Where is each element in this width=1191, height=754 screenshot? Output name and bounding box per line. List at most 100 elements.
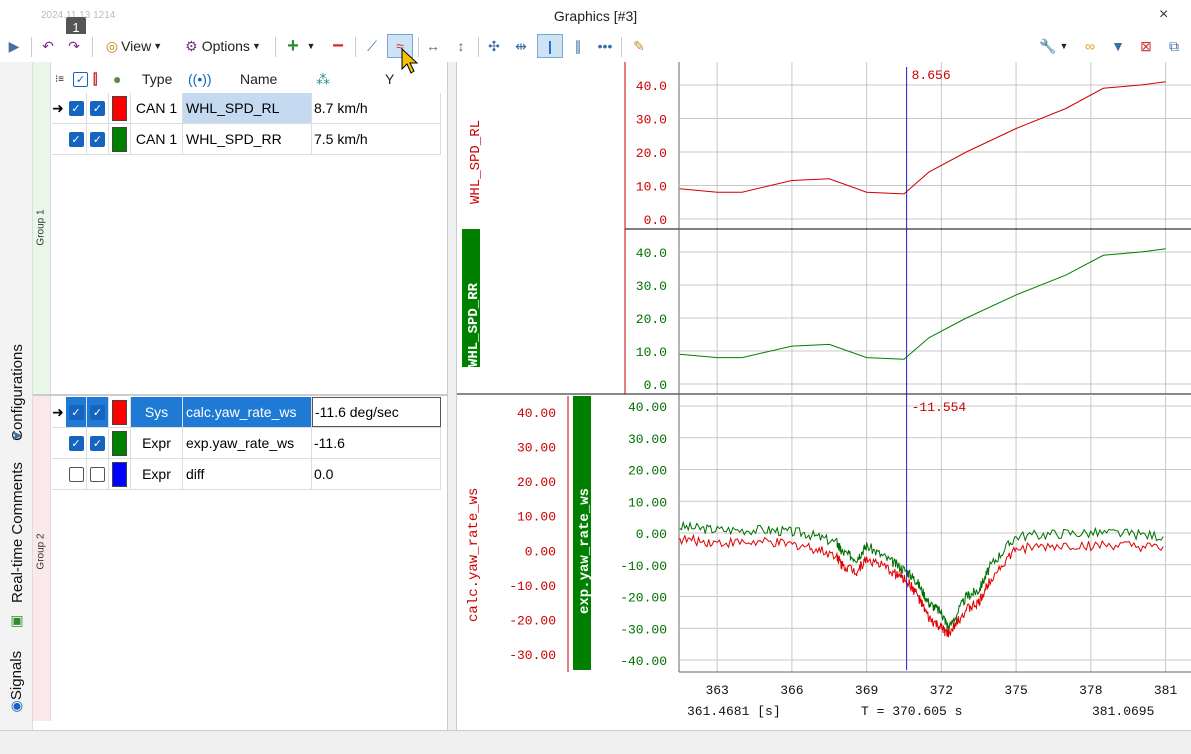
wrench-icon[interactable]: 🔧 [1039, 37, 1057, 54]
x-range-start: 361.4681 [s] [687, 704, 781, 719]
group-1-strip: Group 1 [33, 62, 51, 394]
y-tick-label-left: -30.00 [509, 648, 556, 663]
header-y[interactable]: Y [385, 71, 395, 87]
play-icon[interactable]: ▶ [8, 37, 20, 54]
visible-checkbox[interactable]: ✓ [66, 397, 87, 427]
series-line [679, 520, 1164, 634]
axis-checkbox[interactable]: ✓ [87, 124, 109, 154]
y-tick-label: 30.0 [636, 279, 667, 294]
y-tick-label-left: -20.00 [509, 613, 556, 628]
y-tick-label-right: 40.00 [628, 400, 667, 415]
pin-icon[interactable]: ➤ [11, 426, 23, 443]
cursor-compare-icon[interactable]: ⇹ [515, 37, 527, 54]
color-swatch[interactable] [109, 397, 131, 427]
timestamp-watermark: 2024.11.13 1214 [41, 10, 116, 21]
header-check-all[interactable]: ✓ [73, 66, 88, 92]
type-cell: Expr [131, 428, 183, 458]
table-row[interactable]: ✓ ✓ CAN 1 WHL_SPD_RR 7.5 km/h [52, 124, 441, 155]
value-cell[interactable]: -11.6 [312, 428, 441, 458]
gear-icon: ⚙ [185, 37, 198, 54]
comment-icon[interactable]: ▣ [10, 611, 24, 628]
add-dropdown-icon[interactable]: ▼ [306, 41, 316, 51]
redo-icon[interactable]: ↷ [68, 37, 80, 54]
y-tick-label-left: 40.00 [517, 406, 556, 421]
table-row[interactable]: ➜ ✓ ✓ Sys calc.yaw_rate_ws -11.6 deg/sec [52, 397, 441, 428]
current-row-arrow-icon: ➜ [52, 403, 64, 420]
eraser-icon[interactable]: ✎ [633, 37, 645, 54]
cursor-value-label: 8.656 [912, 68, 951, 83]
type-cell: CAN 1 [131, 124, 183, 154]
remove-icon[interactable]: − [332, 34, 344, 57]
group-divider [33, 394, 447, 396]
toolbar: ▶ ↶ ↷ ◎ View ▼ ⚙ Options ▼ + ▼ − ⟋ ≈ ↔ ↕ ✣ ⇹… [0, 34, 1191, 60]
more-icon[interactable]: ••• [597, 38, 613, 54]
panel-splitter[interactable] [447, 62, 457, 730]
add-icon[interactable]: + [287, 34, 299, 57]
name-cell[interactable]: WHL_SPD_RL [183, 93, 312, 123]
visible-checkbox[interactable] [66, 459, 87, 489]
color-swatch[interactable] [109, 428, 131, 458]
close-icon[interactable]: × [1159, 6, 1169, 23]
signal-icon: ((•)) [188, 71, 212, 87]
axis-checkbox[interactable] [87, 459, 109, 489]
group-2-strip: Group 2 [33, 396, 51, 721]
signals-icon[interactable]: ◉ [10, 696, 24, 713]
table-row[interactable]: ➜ ✓ ✓ CAN 1 WHL_SPD_RL 8.7 km/h [52, 93, 441, 124]
y-tick-label-left: 30.00 [517, 441, 556, 456]
value-cell[interactable]: 8.7 km/h [312, 93, 441, 123]
visible-checkbox[interactable]: ✓ [66, 124, 87, 154]
x-tick-label: 378 [1079, 683, 1102, 698]
filter-icon[interactable]: ▼ [1111, 38, 1125, 54]
name-cell[interactable]: calc.yaw_rate_ws [183, 397, 312, 427]
table-row[interactable]: Expr diff 0.0 [52, 459, 441, 490]
visible-checkbox[interactable]: ✓ [66, 93, 87, 123]
chart-line-icon[interactable]: ⟋ [367, 37, 377, 54]
tab-real-time-comments[interactable]: Real-time Comments [8, 461, 26, 603]
undo-icon[interactable]: ↶ [42, 37, 54, 54]
link-icon[interactable]: ∞ [1085, 38, 1095, 54]
color-swatch[interactable] [109, 124, 131, 154]
visible-checkbox[interactable]: ✓ [66, 428, 87, 458]
header-name[interactable]: Name [240, 71, 278, 87]
type-cell: Expr [131, 459, 183, 489]
y-tick-label: 10.0 [636, 345, 667, 360]
y-tick-label: 0.0 [644, 378, 667, 393]
x-range-end: 381.0695 [1092, 704, 1154, 719]
value-cell[interactable]: -11.6 deg/sec [312, 397, 441, 427]
color-swatch[interactable] [109, 459, 131, 489]
name-cell[interactable]: WHL_SPD_RR [183, 124, 312, 154]
value-cell[interactable]: 7.5 km/h [312, 124, 441, 154]
x-tick-label: 372 [930, 683, 953, 698]
header-type[interactable]: Type [142, 71, 173, 87]
clear-filter-icon[interactable]: ⊠ [1140, 37, 1152, 54]
y-axis-label: calc.yaw_rate_ws [466, 488, 482, 622]
y-tick-label: 40.0 [636, 79, 667, 94]
name-cell[interactable]: diff [183, 459, 312, 489]
view-icon: ◎ [105, 37, 119, 54]
fit-horizontal-icon[interactable]: ↔ [426, 38, 440, 54]
color-swatch[interactable] [109, 93, 131, 123]
cursor-icon[interactable]: | [537, 34, 563, 58]
view-menu-button[interactable]: ◎ View ▼ [105, 37, 163, 55]
cursor-time-label: T = 370.605 s [861, 704, 962, 719]
row-menu-icon[interactable]: ⁝≡ [55, 73, 65, 85]
mouse-pointer-icon [401, 47, 419, 74]
value-cell[interactable]: 0.0 [312, 459, 441, 489]
fit-vertical-icon[interactable]: ↕ [457, 38, 465, 54]
chart-area: 40.0 30.0 20.0 10.0 0.0 40.0 30.0 20.0 10.0 0.0 WH… [457, 62, 1191, 719]
wrench-dropdown-icon[interactable]: ▼ [1059, 41, 1069, 51]
axis-checkbox[interactable]: ✓ [87, 397, 109, 427]
cursor-split-icon[interactable]: ✣ [488, 37, 500, 54]
x-tick-label: 366 [780, 683, 803, 698]
axis-checkbox[interactable]: ✓ [87, 93, 109, 123]
pause-icon[interactable]: ∥ [574, 37, 582, 54]
options-menu-button[interactable]: ⚙ Options ▼ [185, 37, 261, 55]
axis-checkbox[interactable]: ✓ [87, 428, 109, 458]
y-tick-label-right: 0.00 [636, 527, 667, 542]
name-cell[interactable]: exp.yaw_rate_ws [183, 428, 312, 458]
y-tick-label-right: 20.00 [628, 464, 667, 479]
table-row[interactable]: ✓ ✓ Expr exp.yaw_rate_ws -11.6 [52, 428, 441, 459]
multi-axis-chart-icon[interactable]: ≈ [387, 34, 413, 58]
export-icon[interactable]: ⧉ [1169, 37, 1179, 54]
y-tick-label-left: 20.00 [517, 475, 556, 490]
